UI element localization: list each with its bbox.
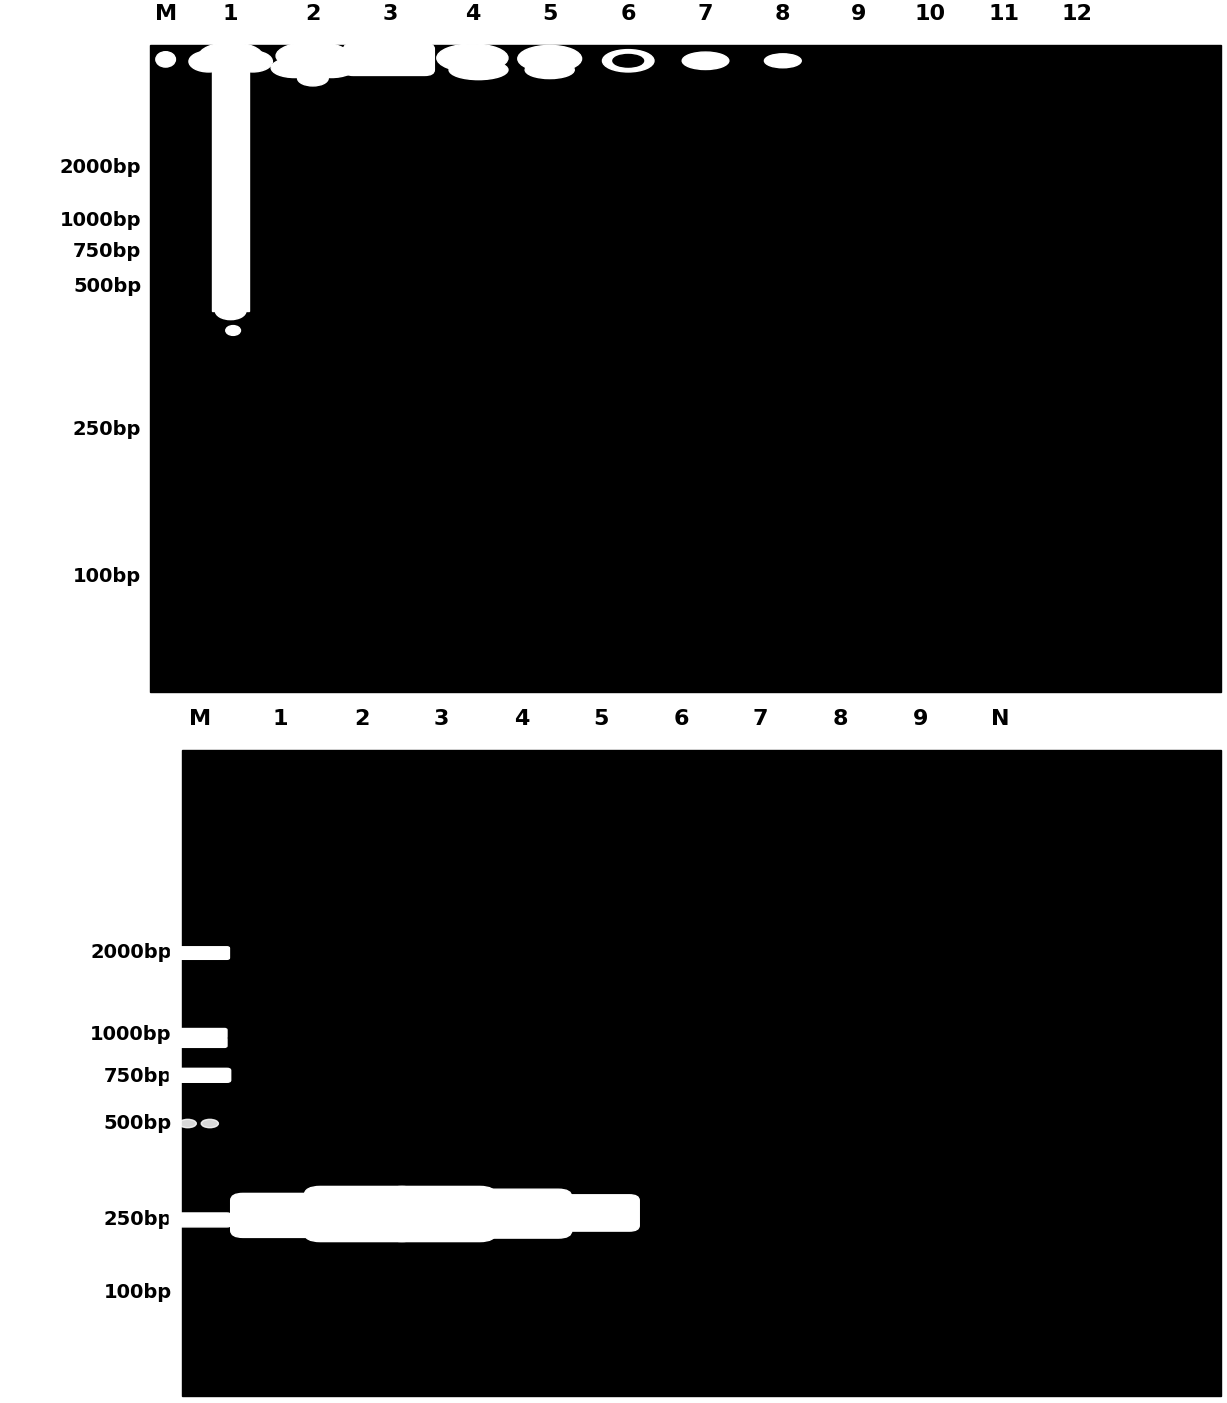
Ellipse shape bbox=[449, 60, 508, 80]
Text: 500bp: 500bp bbox=[103, 1114, 172, 1134]
Text: 8: 8 bbox=[833, 709, 848, 728]
Text: 8: 8 bbox=[775, 4, 790, 24]
FancyBboxPatch shape bbox=[169, 1214, 231, 1228]
FancyBboxPatch shape bbox=[471, 1190, 572, 1237]
Ellipse shape bbox=[179, 1120, 196, 1128]
FancyBboxPatch shape bbox=[231, 1194, 326, 1237]
FancyBboxPatch shape bbox=[304, 1187, 417, 1242]
Text: M: M bbox=[189, 709, 211, 728]
Ellipse shape bbox=[276, 42, 350, 70]
FancyBboxPatch shape bbox=[387, 1187, 496, 1242]
Text: 7: 7 bbox=[698, 4, 713, 24]
Text: A: A bbox=[31, 70, 65, 112]
Text: 9: 9 bbox=[852, 4, 866, 24]
Text: 5: 5 bbox=[594, 709, 609, 728]
Text: 2: 2 bbox=[306, 4, 320, 24]
FancyBboxPatch shape bbox=[169, 1068, 231, 1082]
Ellipse shape bbox=[614, 55, 643, 67]
Bar bbox=[182, 749, 1221, 1396]
Ellipse shape bbox=[518, 45, 582, 72]
Text: 250bp: 250bp bbox=[103, 1211, 172, 1229]
Ellipse shape bbox=[233, 51, 272, 72]
Bar bbox=[212, 63, 249, 311]
Text: 2000bp: 2000bp bbox=[60, 159, 141, 177]
Text: 6: 6 bbox=[621, 4, 636, 24]
Text: 100bp: 100bp bbox=[72, 567, 141, 586]
Ellipse shape bbox=[271, 58, 318, 77]
FancyBboxPatch shape bbox=[173, 1038, 227, 1048]
Ellipse shape bbox=[156, 52, 175, 67]
Text: 4: 4 bbox=[465, 4, 480, 24]
Ellipse shape bbox=[189, 51, 228, 72]
FancyBboxPatch shape bbox=[173, 1028, 227, 1038]
Text: 3: 3 bbox=[383, 4, 398, 24]
Text: 1000bp: 1000bp bbox=[91, 1024, 172, 1044]
Text: 2000bp: 2000bp bbox=[91, 943, 172, 962]
Ellipse shape bbox=[437, 43, 508, 72]
Text: 1: 1 bbox=[272, 709, 287, 728]
Ellipse shape bbox=[525, 62, 574, 79]
Text: 6: 6 bbox=[674, 709, 688, 728]
FancyBboxPatch shape bbox=[171, 947, 229, 960]
Ellipse shape bbox=[297, 70, 328, 86]
Text: 11: 11 bbox=[988, 4, 1020, 24]
Bar bbox=[150, 45, 1221, 692]
Text: N: N bbox=[990, 709, 1010, 728]
Text: 750bp: 750bp bbox=[72, 243, 141, 261]
Ellipse shape bbox=[308, 58, 355, 77]
Text: 1: 1 bbox=[223, 4, 238, 24]
Ellipse shape bbox=[682, 52, 729, 70]
Ellipse shape bbox=[226, 325, 240, 335]
Text: 4: 4 bbox=[514, 709, 529, 728]
FancyBboxPatch shape bbox=[561, 1195, 639, 1230]
Text: 5: 5 bbox=[542, 4, 557, 24]
Text: 500bp: 500bp bbox=[72, 276, 141, 296]
Ellipse shape bbox=[199, 42, 263, 69]
Ellipse shape bbox=[216, 302, 245, 320]
Text: 100bp: 100bp bbox=[103, 1284, 172, 1302]
Text: 12: 12 bbox=[1061, 4, 1093, 24]
Text: 9: 9 bbox=[913, 709, 928, 728]
Text: 7: 7 bbox=[753, 709, 768, 728]
Ellipse shape bbox=[605, 51, 652, 70]
Text: 2: 2 bbox=[355, 709, 369, 728]
Text: 250bp: 250bp bbox=[72, 419, 141, 439]
Text: 3: 3 bbox=[434, 709, 449, 728]
Text: 750bp: 750bp bbox=[103, 1066, 172, 1086]
Text: M: M bbox=[155, 4, 177, 24]
Ellipse shape bbox=[201, 1120, 218, 1128]
FancyBboxPatch shape bbox=[344, 43, 434, 76]
Text: 1000bp: 1000bp bbox=[60, 210, 141, 230]
Ellipse shape bbox=[602, 49, 654, 72]
Text: B: B bbox=[31, 774, 65, 817]
Text: 10: 10 bbox=[914, 4, 946, 24]
Ellipse shape bbox=[764, 53, 801, 67]
